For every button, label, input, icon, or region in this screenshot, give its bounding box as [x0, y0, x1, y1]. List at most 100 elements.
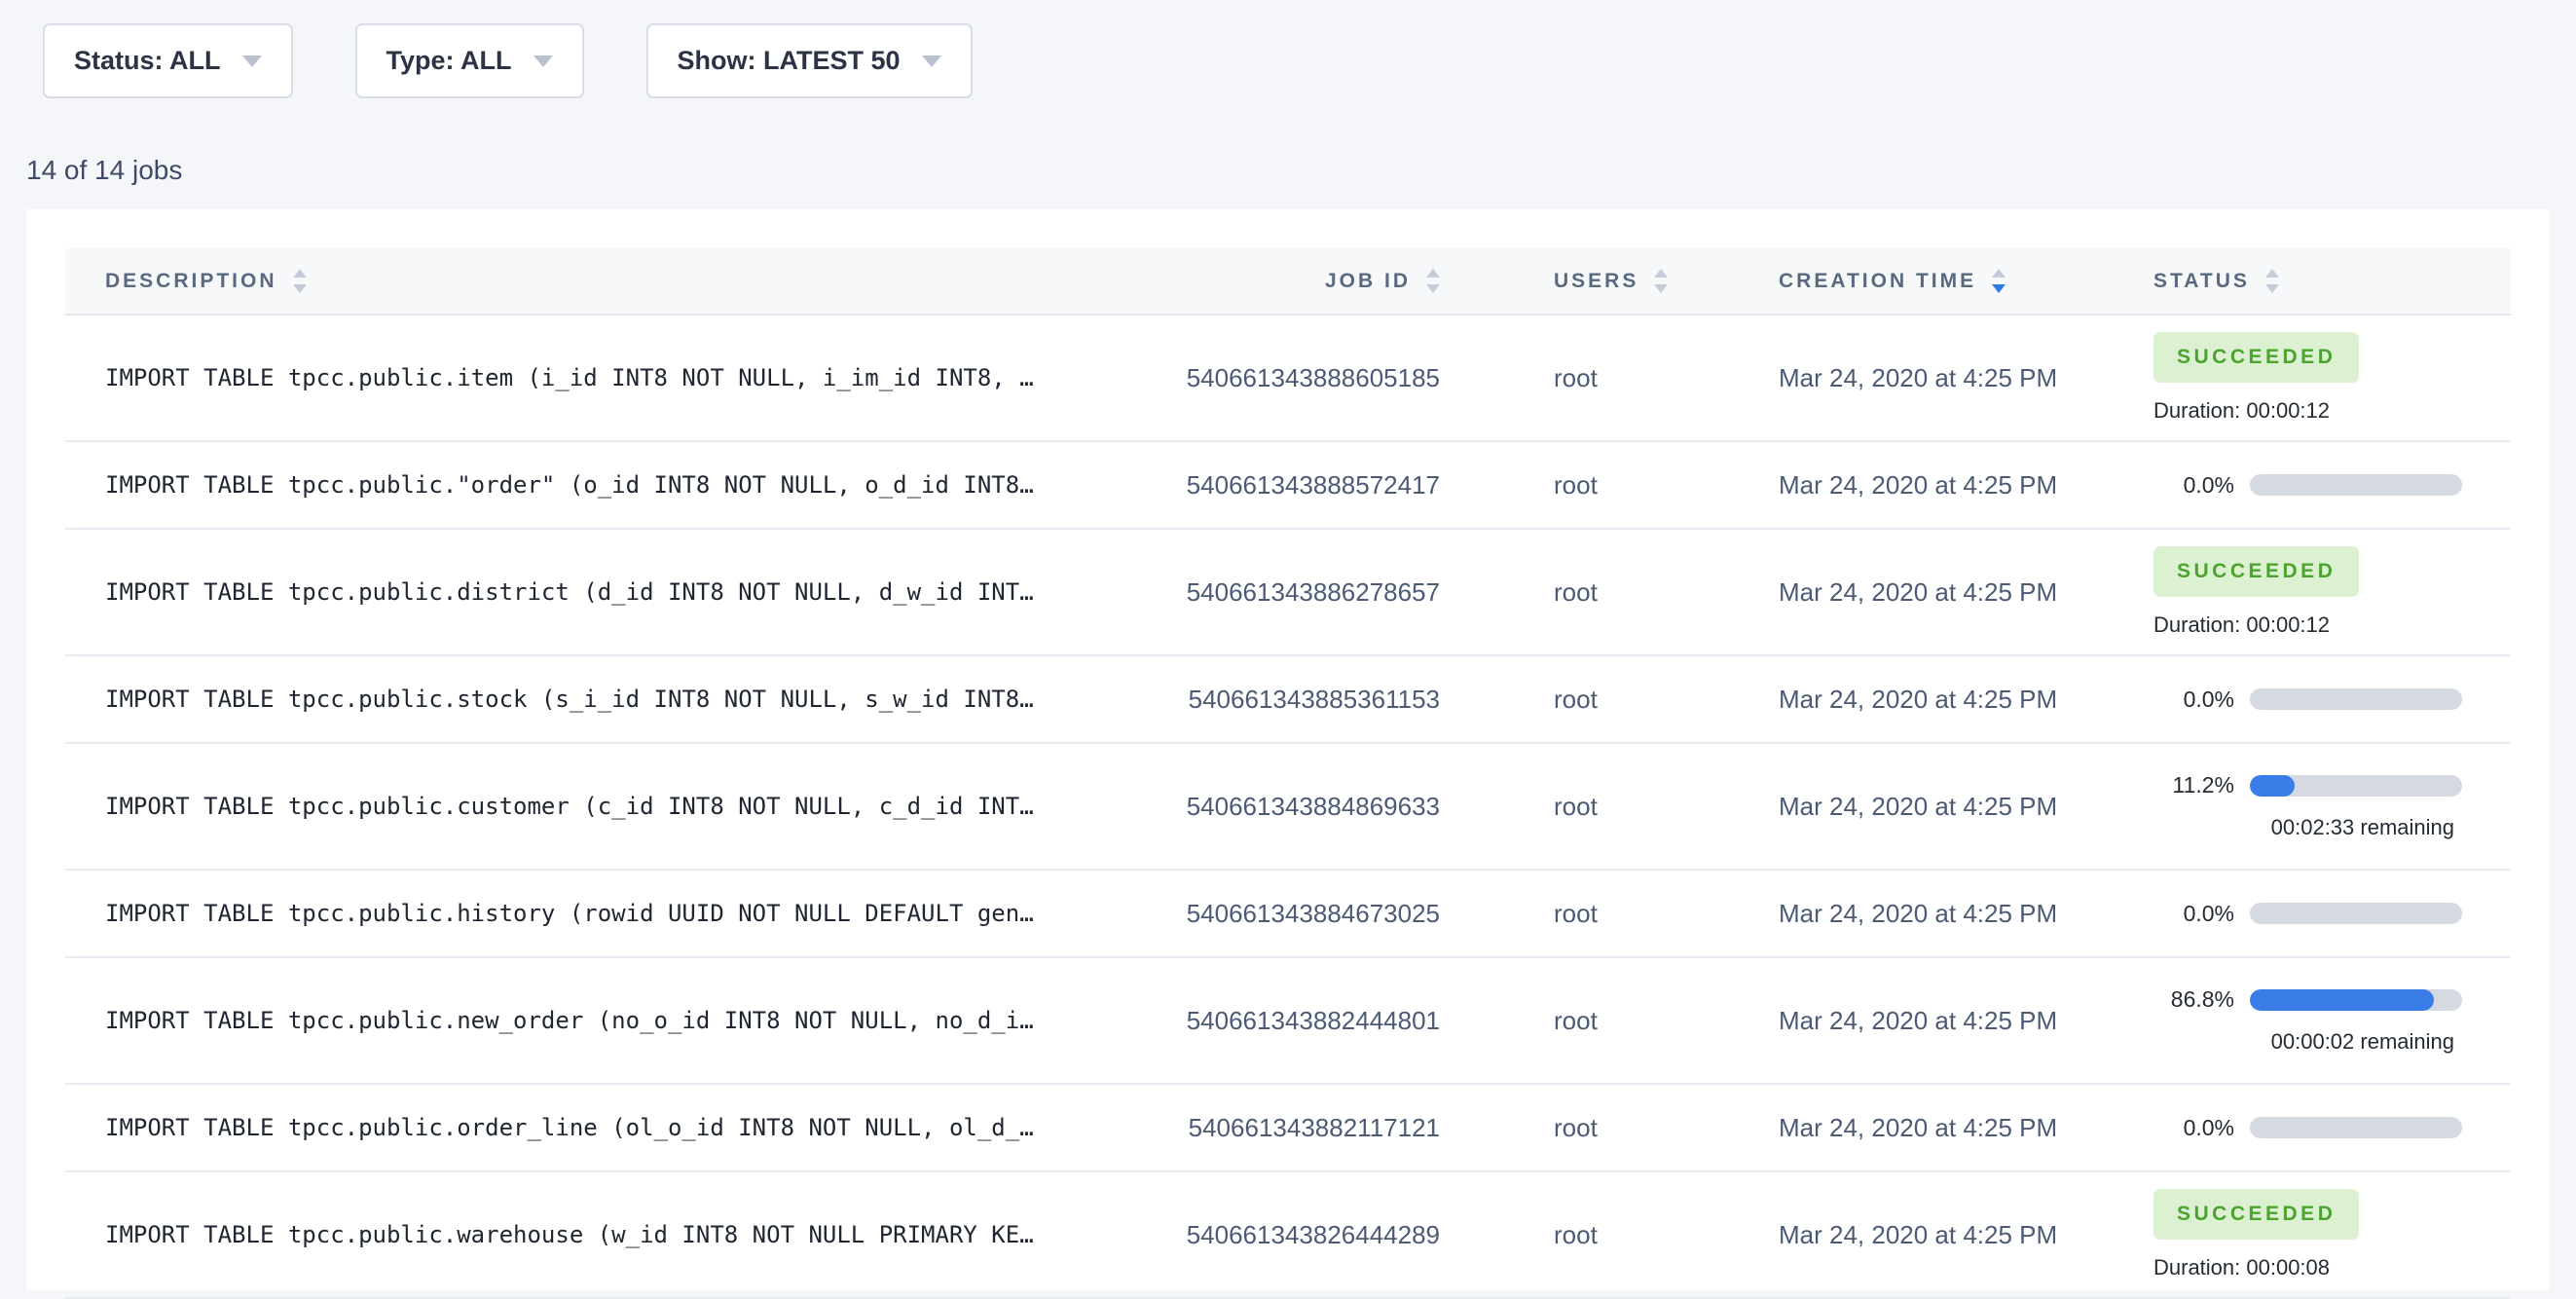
table-header-row: DESCRIPTION JOB ID USERS	[65, 248, 2511, 315]
job-duration: Duration: 00:00:12	[2153, 612, 2331, 637]
column-header-description[interactable]: DESCRIPTION	[65, 248, 1089, 315]
job-user: root	[1479, 441, 1712, 530]
show-filter-dropdown[interactable]: Show: LATEST 50	[645, 23, 973, 98]
status-badge: SUCCEEDED	[2153, 546, 2360, 597]
column-header-label: CREATION TIME	[1779, 269, 1977, 292]
sort-icons	[2264, 269, 2279, 293]
sort-desc-icon	[292, 284, 307, 293]
chevron-down-icon	[921, 55, 941, 67]
job-id: 540661343882444801	[1089, 957, 1479, 1085]
sort-icons	[1426, 269, 1440, 293]
table-row: IMPORT TABLE tpcc.public.warehouse (w_id…	[65, 1171, 2511, 1299]
job-duration: Duration: 00:00:12	[2153, 398, 2331, 423]
job-id: 540661343886278657	[1089, 529, 1479, 656]
progress-percent: 0.0%	[2183, 686, 2234, 712]
progress-bar	[2250, 474, 2462, 496]
status-filter-dropdown[interactable]: Status: ALL	[43, 23, 293, 98]
status-cell: 0.0%	[2092, 655, 2511, 744]
status-cell: SUCCEEDED Duration: 00:00:08	[2092, 1171, 2511, 1299]
status-badge: SUCCEEDED	[2153, 1189, 2360, 1240]
job-id: 540661343826444289	[1089, 1171, 1479, 1299]
column-header-label: JOB ID	[1324, 269, 1411, 292]
sort-desc-icon-active	[1992, 284, 2006, 293]
job-id: 540661343884869633	[1089, 743, 1479, 871]
progress-bar	[2250, 688, 2462, 710]
status-cell: 86.8% 00:00:02 remaining	[2092, 957, 2511, 1085]
time-remaining: 00:00:02 remaining	[2270, 1029, 2454, 1054]
progress-percent: 11.2%	[2172, 772, 2234, 798]
job-id: 540661343884673025	[1089, 870, 1479, 958]
type-filter-label: Type: ALL	[386, 46, 512, 75]
filters-bar: Status: ALL Type: ALL Show: LATEST 50	[0, 0, 2576, 98]
progress-bar	[2250, 903, 2462, 924]
sort-asc-icon	[2264, 269, 2279, 278]
job-user: root	[1479, 957, 1712, 1085]
job-creation-time: Mar 24, 2020 at 4:25 PM	[1712, 957, 2092, 1085]
progress-bar	[2250, 774, 2462, 797]
jobs-count-summary: 14 of 14 jobs	[26, 155, 183, 185]
job-description: IMPORT TABLE tpcc.public.district (d_id …	[65, 529, 1089, 656]
progress-bar	[2250, 1117, 2462, 1138]
job-creation-time: Mar 24, 2020 at 4:25 PM	[1712, 743, 2092, 871]
table-row: IMPORT TABLE tpcc.public."order" (o_id I…	[65, 441, 2511, 530]
job-description: IMPORT TABLE tpcc.public.order_line (ol_…	[65, 1084, 1089, 1172]
sort-icons	[1992, 269, 2006, 293]
job-description: IMPORT TABLE tpcc.public."order" (o_id I…	[65, 441, 1089, 530]
progress-bar-fill	[2250, 988, 2435, 1011]
sort-desc-icon	[1654, 284, 1669, 293]
sort-icons	[292, 269, 307, 293]
status-cell: 0.0%	[2092, 1084, 2511, 1172]
progress-percent: 0.0%	[2183, 471, 2234, 498]
column-header-label: USERS	[1554, 269, 1639, 292]
job-user: root	[1479, 1084, 1712, 1172]
column-header-label: DESCRIPTION	[105, 269, 277, 292]
job-description: IMPORT TABLE tpcc.public.customer (c_id …	[65, 743, 1089, 871]
status-cell: SUCCEEDED Duration: 00:00:12	[2092, 315, 2511, 442]
job-description: IMPORT TABLE tpcc.public.item (i_id INT8…	[65, 315, 1089, 442]
job-duration: Duration: 00:00:08	[2153, 1255, 2331, 1280]
job-id: 540661343888572417	[1089, 441, 1479, 530]
column-header-job-id[interactable]: JOB ID	[1089, 248, 1479, 315]
time-remaining: 00:02:33 remaining	[2270, 815, 2454, 839]
progress-percent: 86.8%	[2170, 986, 2234, 1012]
job-description: IMPORT TABLE tpcc.public.stock (s_i_id I…	[65, 655, 1089, 744]
job-description: IMPORT TABLE tpcc.public.warehouse (w_id…	[65, 1171, 1089, 1299]
progress-bar-fill	[2250, 774, 2295, 797]
sort-asc-icon	[1426, 269, 1440, 278]
table-row: IMPORT TABLE tpcc.public.customer (c_id …	[65, 743, 2511, 871]
status-cell: 0.0%	[2092, 441, 2511, 530]
progress-percent: 0.0%	[2183, 1114, 2234, 1140]
status-cell: SUCCEEDED Duration: 00:00:12	[2092, 529, 2511, 656]
status-cell: 11.2% 00:02:33 remaining	[2092, 743, 2511, 871]
column-header-users[interactable]: USERS	[1479, 248, 1712, 315]
show-filter-label: Show: LATEST 50	[677, 46, 901, 75]
column-header-label: STATUS	[2153, 269, 2250, 292]
jobs-table-panel: DESCRIPTION JOB ID USERS	[26, 209, 2550, 1299]
job-id: 540661343882117121	[1089, 1084, 1479, 1172]
column-header-creation-time[interactable]: CREATION TIME	[1712, 248, 2092, 315]
job-user: root	[1479, 315, 1712, 442]
job-creation-time: Mar 24, 2020 at 4:25 PM	[1712, 1171, 2092, 1299]
status-filter-label: Status: ALL	[74, 46, 221, 75]
type-filter-dropdown[interactable]: Type: ALL	[354, 23, 584, 98]
jobs-table: DESCRIPTION JOB ID USERS	[65, 248, 2511, 1299]
status-cell: 0.0%	[2092, 870, 2511, 958]
job-id: 540661343888605185	[1089, 315, 1479, 442]
table-row: IMPORT TABLE tpcc.public.stock (s_i_id I…	[65, 655, 2511, 744]
chevron-down-icon	[241, 55, 262, 67]
job-id: 540661343885361153	[1089, 655, 1479, 744]
job-creation-time: Mar 24, 2020 at 4:25 PM	[1712, 529, 2092, 656]
job-user: root	[1479, 655, 1712, 744]
table-row: IMPORT TABLE tpcc.public.item (i_id INT8…	[65, 315, 2511, 442]
job-creation-time: Mar 24, 2020 at 4:25 PM	[1712, 441, 2092, 530]
job-user: root	[1479, 529, 1712, 656]
table-row: IMPORT TABLE tpcc.public.district (d_id …	[65, 529, 2511, 656]
job-creation-time: Mar 24, 2020 at 4:25 PM	[1712, 1084, 2092, 1172]
job-description: IMPORT TABLE tpcc.public.new_order (no_o…	[65, 957, 1089, 1085]
job-user: root	[1479, 870, 1712, 958]
chevron-down-icon	[533, 55, 553, 67]
job-description: IMPORT TABLE tpcc.public.history (rowid …	[65, 870, 1089, 958]
job-creation-time: Mar 24, 2020 at 4:25 PM	[1712, 870, 2092, 958]
table-row: IMPORT TABLE tpcc.public.history (rowid …	[65, 870, 2511, 958]
column-header-status[interactable]: STATUS	[2092, 248, 2511, 315]
